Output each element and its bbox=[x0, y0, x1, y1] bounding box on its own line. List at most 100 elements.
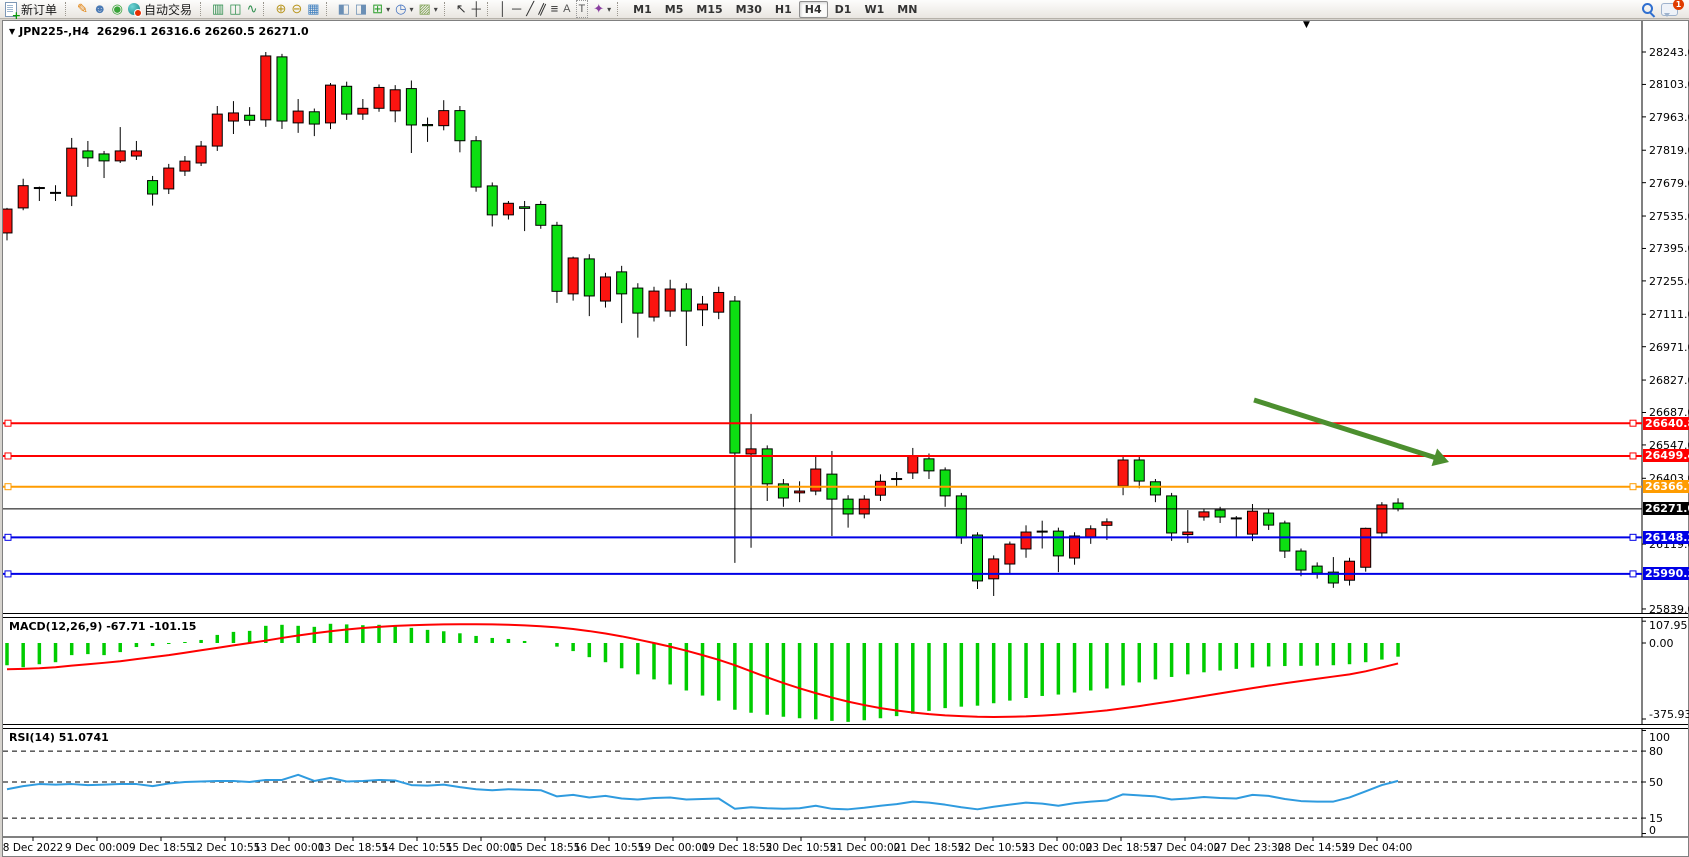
line-chart-icon: ∿ bbox=[246, 1, 258, 16]
macd-pane-label: MACD(12,26,9) -67.71 -101.15 bbox=[9, 620, 197, 633]
candle-body bbox=[664, 288, 676, 312]
rsi-tick-label: 0 bbox=[1649, 824, 1656, 837]
timeframe-h1[interactable]: H1 bbox=[774, 2, 792, 16]
trendline-button[interactable]: ╱ bbox=[524, 1, 536, 18]
candle-body bbox=[713, 291, 725, 313]
auto-trading-button[interactable]: 自动交易 bbox=[126, 1, 196, 18]
vertical-line-button[interactable]: │ bbox=[497, 1, 509, 18]
pane-divider-rsi[interactable] bbox=[3, 724, 1688, 729]
bar-chart-button[interactable]: ▥ bbox=[210, 1, 226, 18]
price-line-badge: 26148.2 bbox=[1643, 530, 1689, 544]
arrows-button[interactable]: ✦ ▾ bbox=[591, 1, 613, 18]
candle-body bbox=[810, 468, 822, 492]
candle-body bbox=[955, 495, 967, 539]
candle-body bbox=[422, 124, 434, 127]
candle-body bbox=[405, 88, 417, 126]
profiles-button[interactable]: ◨ bbox=[353, 1, 369, 18]
timeframe-m1[interactable]: M1 bbox=[633, 2, 652, 16]
search-button[interactable] bbox=[1639, 1, 1658, 18]
candle-body bbox=[163, 167, 175, 190]
line-handle[interactable] bbox=[4, 483, 12, 491]
candle-body bbox=[648, 290, 660, 318]
text-label-button[interactable]: T bbox=[574, 0, 591, 18]
time-label: 21 Dec 18:55 bbox=[893, 842, 965, 854]
periods-button[interactable]: ◷ ▾ bbox=[393, 1, 415, 18]
timeframe-m5[interactable]: M5 bbox=[664, 2, 684, 16]
time-label: 15 Dec 18:55 bbox=[509, 842, 581, 854]
time-label: 28 Dec 14:55 bbox=[1277, 842, 1349, 854]
chart-canvas[interactable] bbox=[3, 21, 1688, 856]
candle-body bbox=[66, 147, 78, 197]
signal-icon: ◉ bbox=[111, 1, 123, 16]
signals-button[interactable]: ◉ bbox=[110, 1, 125, 18]
candle-body bbox=[1117, 459, 1129, 487]
time-label: 9 Dec 00:00 bbox=[65, 842, 129, 854]
chart-shift-marker[interactable]: ▼ bbox=[1303, 20, 1310, 30]
candle-body bbox=[1311, 565, 1323, 574]
candle-body bbox=[794, 490, 806, 494]
candle-body bbox=[874, 480, 886, 496]
symbol-dropdown-icon[interactable]: ▼ bbox=[9, 27, 16, 36]
tile-windows-button[interactable]: ▦ bbox=[305, 1, 321, 18]
candlestick-button[interactable]: ◫ bbox=[227, 1, 243, 18]
line-handle[interactable] bbox=[4, 452, 12, 460]
candle-body bbox=[1230, 517, 1242, 520]
candle-body bbox=[1392, 502, 1404, 510]
objects-button[interactable]: ✎ bbox=[75, 1, 90, 18]
price-tick-label: 26547.0 bbox=[1649, 438, 1689, 452]
text-button[interactable]: A bbox=[561, 1, 572, 18]
cursor-button[interactable]: ↖ bbox=[454, 1, 469, 18]
line-handle[interactable] bbox=[1629, 570, 1637, 578]
line-handle[interactable] bbox=[4, 533, 12, 541]
line-handle[interactable] bbox=[4, 570, 12, 578]
line-handle[interactable] bbox=[4, 419, 12, 427]
candle-body bbox=[502, 202, 514, 216]
trend-arrow[interactable] bbox=[1253, 397, 1441, 462]
candle-body bbox=[50, 191, 62, 194]
trend-arrow-head[interactable] bbox=[1431, 448, 1449, 467]
price-tick-label: 27679.0 bbox=[1649, 176, 1689, 190]
toolbar-separator bbox=[443, 2, 449, 16]
toolbar-separator bbox=[263, 2, 268, 16]
line-handle[interactable] bbox=[1629, 533, 1637, 541]
timeframe-mn[interactable]: MN bbox=[897, 2, 918, 16]
channel-button[interactable]: ∥ bbox=[536, 0, 548, 18]
line-handle[interactable] bbox=[1629, 483, 1637, 491]
price-tick-label: 27819.0 bbox=[1649, 144, 1689, 158]
horizontal-line-button[interactable]: ─ bbox=[510, 1, 523, 18]
text-label-icon: T bbox=[575, 0, 589, 18]
templates-button[interactable]: ▨ ▾ bbox=[416, 1, 439, 18]
timeframe-h4[interactable]: H4 bbox=[798, 0, 828, 18]
zoom-in-button[interactable]: ⊕ bbox=[273, 1, 288, 18]
timeframe-m30[interactable]: M30 bbox=[735, 2, 762, 16]
pane-divider-macd[interactable] bbox=[3, 613, 1688, 618]
price-line-badge: 26640.8 bbox=[1643, 416, 1689, 430]
timeframe-w1[interactable]: W1 bbox=[864, 2, 885, 16]
candle-body bbox=[82, 150, 94, 159]
indicators-button[interactable]: ⊞ ▾ bbox=[370, 1, 392, 18]
price-tick-label: 27395.0 bbox=[1649, 242, 1689, 256]
candle-body bbox=[1263, 512, 1275, 526]
toolbar: + 新订单 ✎ ☻ ◉ 自动交易 ▥ ◫ ∿ ⊕ ⊖ ▦ ◧ ◨ ⊞ ▾ ◷ ▾… bbox=[0, 0, 1689, 21]
candle-body bbox=[341, 85, 353, 115]
price-tick-label: 27535.0 bbox=[1649, 210, 1689, 224]
timeframe-d1[interactable]: D1 bbox=[834, 2, 852, 16]
line-handle[interactable] bbox=[1629, 452, 1637, 460]
candle-body bbox=[972, 534, 983, 582]
new-chart-button[interactable]: ◧ bbox=[336, 1, 352, 18]
zoom-out-button[interactable]: ⊖ bbox=[289, 1, 304, 18]
line-handle[interactable] bbox=[1629, 419, 1637, 427]
notifications-button[interactable]: 1 bbox=[1659, 0, 1686, 18]
line-chart-button[interactable]: ∿ bbox=[245, 1, 260, 18]
candle-body bbox=[1101, 521, 1113, 526]
fibonacci-button[interactable]: ≡ bbox=[549, 1, 561, 18]
candle-body bbox=[260, 55, 272, 121]
candle-body bbox=[777, 483, 789, 499]
price-tick-label: 26971.0 bbox=[1649, 340, 1689, 354]
new-order-button[interactable]: + 新订单 bbox=[3, 1, 61, 21]
profile-button[interactable]: ☻ bbox=[91, 1, 109, 18]
timeframe-m15[interactable]: M15 bbox=[696, 2, 723, 16]
toolbar-separator bbox=[65, 2, 70, 16]
time-label: 27 Dec 04:00 bbox=[1149, 842, 1221, 854]
crosshair-button[interactable]: ┼ bbox=[470, 1, 483, 18]
